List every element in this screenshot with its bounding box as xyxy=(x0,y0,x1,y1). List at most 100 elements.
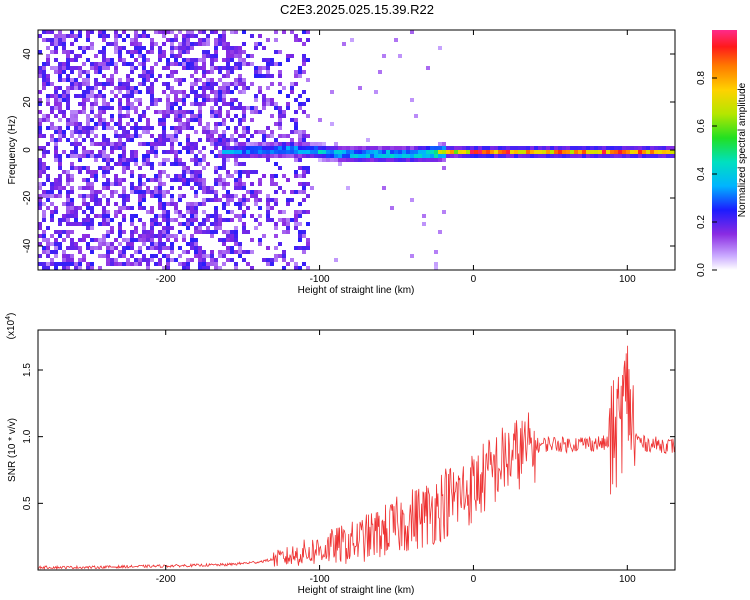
spectrogram-cell xyxy=(254,74,258,78)
spectrogram-cell xyxy=(234,98,238,102)
spectrogram-cell xyxy=(142,222,146,226)
spectrogram-cell xyxy=(190,214,194,218)
spectrogram-cell xyxy=(54,58,58,62)
spectrogram-cell xyxy=(410,154,414,158)
spectrogram-cell xyxy=(454,150,458,154)
spectrogram-cell xyxy=(94,170,98,174)
spectrogram-cell xyxy=(222,102,226,106)
spectrogram-cell xyxy=(410,150,414,154)
spectrogram-cell xyxy=(182,114,186,118)
spectrogram-cell xyxy=(598,154,602,158)
spectrogram-cell xyxy=(242,114,246,118)
spectrogram-cell xyxy=(114,34,118,38)
spectrogram-cell xyxy=(218,178,222,182)
spectrogram-cell xyxy=(258,198,262,202)
spectrogram-cell xyxy=(118,114,122,118)
spectrogram-cell xyxy=(306,266,310,270)
spectrogram-cell xyxy=(206,138,210,142)
spectrogram-cell xyxy=(302,90,306,94)
spectrogram-cell xyxy=(190,202,194,206)
spectrogram-cell xyxy=(54,242,58,246)
spectrogram-cell xyxy=(278,82,282,86)
spectrogram-cell xyxy=(198,150,202,154)
spectrogram-cell xyxy=(302,170,306,174)
spectrogram-cell xyxy=(222,178,226,182)
spectrogram-cell xyxy=(166,266,170,270)
spectrogram-cell xyxy=(298,234,302,238)
spectrogram-cell xyxy=(214,130,218,134)
spectrogram-cell xyxy=(166,238,170,242)
spectrogram-cell xyxy=(322,150,326,154)
spectrogram-cell xyxy=(130,218,134,222)
spectrogram-cell xyxy=(166,102,170,106)
spectrogram-cell xyxy=(58,218,62,222)
spectrogram-cell xyxy=(138,250,142,254)
spectrogram-cell xyxy=(302,210,306,214)
spectrogram-cell xyxy=(610,154,614,158)
spectrogram-cell xyxy=(206,78,210,82)
spectrogram-cell xyxy=(42,38,46,42)
spectrogram-cell xyxy=(106,186,110,190)
spectrogram-cell xyxy=(486,154,490,158)
spectrogram-cell xyxy=(146,238,150,242)
spectrogram-cell xyxy=(238,90,242,94)
spectrogram-cell xyxy=(178,62,182,66)
spectrogram-cell xyxy=(158,202,162,206)
spectrogram-cell xyxy=(54,230,58,234)
spectrogram-cell xyxy=(54,158,58,162)
spectrogram-cell xyxy=(278,70,282,74)
spectrogram-cell xyxy=(134,186,138,190)
spectrogram-cell xyxy=(158,206,162,210)
spectrogram-cell xyxy=(230,246,234,250)
spectrogram-cell xyxy=(194,238,198,242)
spectrogram-cell xyxy=(78,110,82,114)
spectrogram-cell xyxy=(178,262,182,266)
spectrogram-cell xyxy=(218,138,222,142)
spectrogram-cell xyxy=(302,54,306,58)
spectrogram-cell xyxy=(90,206,94,210)
spectrogram-cell xyxy=(170,242,174,246)
spectrogram-cell xyxy=(102,30,106,34)
spectrogram-cell xyxy=(306,210,310,214)
spectrogram-cell xyxy=(302,30,306,34)
spectrogram-cell xyxy=(62,38,66,42)
spectrogram-cell xyxy=(142,78,146,82)
spectrogram-cell xyxy=(302,190,306,194)
spectrogram-cell xyxy=(238,178,242,182)
spectrogram-cell xyxy=(266,246,270,250)
spectrogram-cell xyxy=(170,250,174,254)
spectrogram-cell xyxy=(294,130,298,134)
spectrogram-cell xyxy=(246,54,250,58)
spectrogram-cell xyxy=(170,110,174,114)
spectrogram-cell xyxy=(62,42,66,46)
spectrogram-cell xyxy=(134,230,138,234)
spectrogram-cell xyxy=(146,70,150,74)
spectrogram-cell xyxy=(146,142,150,146)
spectrogram-cell xyxy=(182,78,186,82)
spectrogram-cell xyxy=(178,222,182,226)
spectrogram-cell xyxy=(182,166,186,170)
spectrogram-cell xyxy=(158,174,162,178)
spectrogram-cell xyxy=(246,190,250,194)
spectrogram-cell xyxy=(306,238,310,242)
spectrogram-cell xyxy=(126,50,130,54)
spectrogram-cell xyxy=(110,142,114,146)
spectrogram-cell xyxy=(186,262,190,266)
spectrogram-cell xyxy=(350,154,354,158)
spectrogram-cell xyxy=(462,146,466,150)
spectrogram-cell xyxy=(198,110,202,114)
spectrogram-cell xyxy=(118,98,122,102)
spectrogram-cell xyxy=(302,134,306,138)
spectrogram-cell xyxy=(162,242,166,246)
spectrogram-cell xyxy=(422,214,426,218)
spectrogram-cell xyxy=(190,46,194,50)
spectrogram-cell xyxy=(174,234,178,238)
spectrogram-cell xyxy=(202,42,206,46)
spectrogram-cell xyxy=(218,34,222,38)
spectrogram-cell xyxy=(126,78,130,82)
spectrogram-cell xyxy=(226,194,230,198)
spectrogram-cell xyxy=(110,242,114,246)
spectrogram-cell xyxy=(218,66,222,70)
spectrogram-cell xyxy=(198,246,202,250)
spectrogram-cell xyxy=(198,178,202,182)
